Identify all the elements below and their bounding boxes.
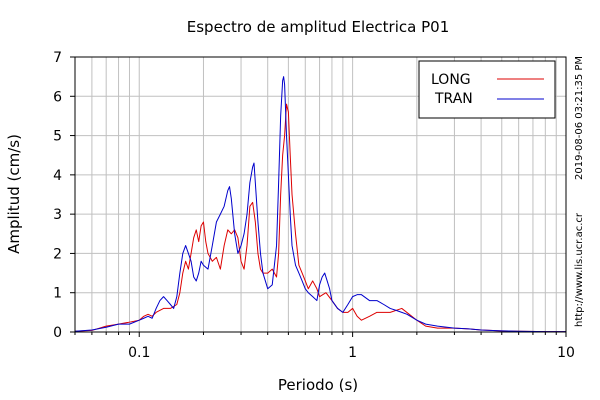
x-axis-label: Periodo (s) [278,376,358,394]
series-layer [74,76,566,333]
x-tick-label: 1 [348,345,357,361]
x-tick-label: 10 [557,345,575,361]
y-tick-label: 6 [53,89,62,105]
chart-title: Espectro de amplitud Electrica P01 [187,18,450,36]
x-tick-label: 0.1 [128,345,150,361]
y-axis-ticks: 0 1 2 3 4 5 6 7 [53,50,75,341]
plot-frame [74,56,567,333]
y-tick-label: 5 [53,129,62,145]
series-line-long [74,103,566,333]
url-side-text: http://www.lis.ucr.ac.cr [574,212,585,327]
y-tick-label: 7 [53,50,62,66]
legend-label-tran: TRAN [434,91,473,107]
y-tick-label: 3 [53,207,62,223]
y-tick-label: 0 [53,325,62,341]
y-axis-label: Amplitud (cm/s) [5,134,23,254]
series-line-tran [74,76,566,333]
y-tick-label: 1 [53,286,62,302]
legend: LONG TRAN [418,60,556,119]
legend-box [418,60,556,119]
legend-label-long: LONG [431,72,471,88]
y-tick-label: 2 [53,246,62,262]
y-tick-label: 4 [53,168,62,184]
x-axis-ticks: 0.1 1 10 [74,332,575,361]
timestamp-side-text: 2019-08-06 03:21:35 PM [574,56,585,180]
